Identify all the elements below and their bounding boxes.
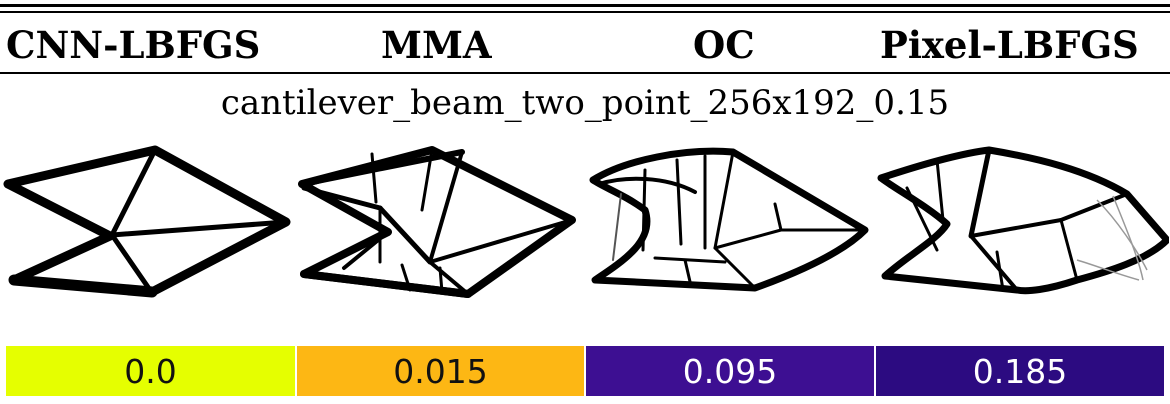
method-label-cnn-lbfgs: CNN-LBFGS bbox=[6, 22, 260, 68]
score-value: 0.185 bbox=[973, 352, 1067, 391]
method-label-mma: MMA bbox=[381, 22, 492, 68]
score-row: 0.0 0.015 0.095 0.185 bbox=[0, 346, 1170, 396]
method-header-row: CNN-LBFGS MMA OC Pixel-LBFGS bbox=[0, 22, 1170, 68]
score-cell-oc: 0.095 bbox=[586, 346, 874, 396]
score-value: 0.095 bbox=[683, 352, 777, 391]
method-label-oc: OC bbox=[693, 22, 755, 68]
table-top-rule bbox=[0, 4, 1170, 7]
design-image-cnn-lbfgs bbox=[0, 140, 292, 310]
score-value: 0.015 bbox=[393, 352, 487, 391]
design-image-mma bbox=[292, 140, 584, 310]
score-cell-cnn-lbfgs: 0.0 bbox=[6, 346, 295, 396]
header-rule bbox=[0, 72, 1170, 74]
method-label-pixel-lbfgs: Pixel-LBFGS bbox=[880, 22, 1139, 68]
case-title: cantilever_beam_two_point_256x192_0.15 bbox=[0, 80, 1170, 126]
design-image-oc bbox=[585, 140, 877, 310]
design-image-pixel-lbfgs bbox=[877, 140, 1169, 310]
table-top-rule-inner bbox=[0, 11, 1170, 13]
score-cell-pixel-lbfgs: 0.185 bbox=[876, 346, 1164, 396]
design-images-row bbox=[0, 140, 1170, 310]
score-value: 0.0 bbox=[124, 352, 176, 391]
score-cell-mma: 0.015 bbox=[297, 346, 584, 396]
